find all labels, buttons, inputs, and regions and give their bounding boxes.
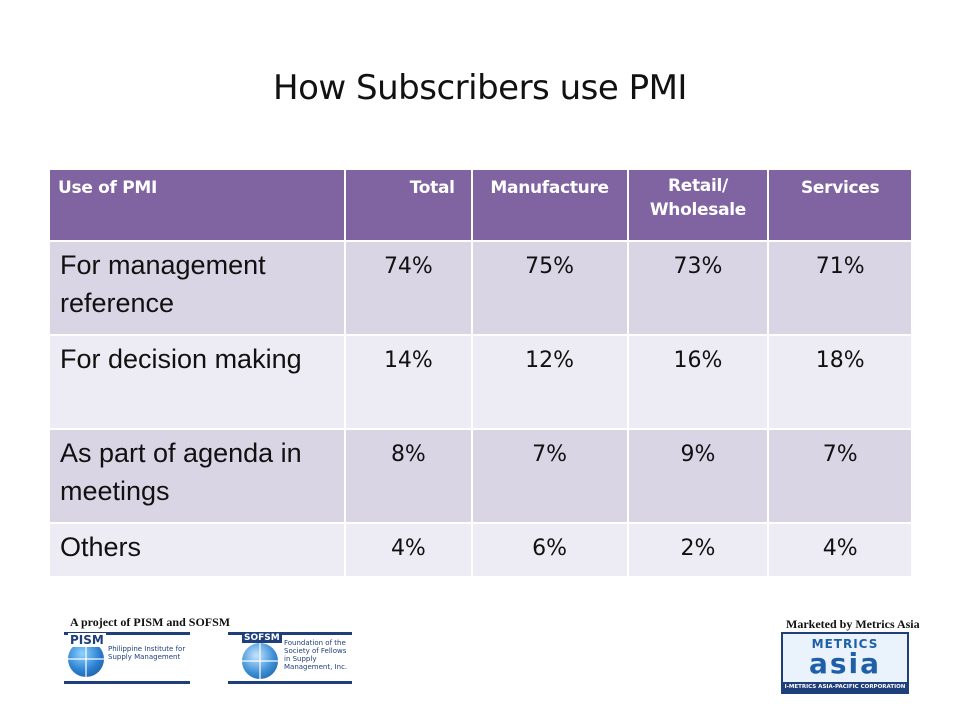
row-label: For decision making — [47, 334, 347, 430]
sofsm-logo-text: Foundation of the Society of Fellows in … — [284, 639, 348, 671]
pism-wordmark: PISM — [68, 633, 106, 647]
metrics-logo-bottom: I-METRICS ASIA-PACIFIC CORPORATION — [783, 682, 907, 692]
cell-total: 14% — [344, 334, 473, 430]
globe-icon — [242, 643, 278, 679]
cell-retail-wholesale: 2% — [626, 522, 770, 578]
header-manufacture: Manufacture — [470, 168, 629, 242]
table-header-row: Use of PMI Total Manufacture Retail/ Who… — [47, 168, 913, 242]
cell-manufacture: 75% — [470, 240, 629, 336]
cell-manufacture: 12% — [470, 334, 629, 430]
globe-icon — [68, 641, 104, 677]
table-row: Others 4% 6% 2% 4% — [47, 522, 913, 578]
header-services: Services — [767, 168, 913, 242]
row-label: As part of agenda in meetings — [47, 428, 347, 524]
cell-services: 71% — [767, 240, 913, 336]
pism-logo: PISM Philippine Institute for Supply Man… — [64, 632, 190, 684]
header-retail-wholesale: Retail/ Wholesale — [626, 168, 770, 242]
pism-logo-text: Philippine Institute for Supply Manageme… — [108, 645, 186, 661]
header-use-of-pmi: Use of PMI — [47, 168, 347, 242]
cell-total: 74% — [344, 240, 473, 336]
header-total: Total — [344, 168, 473, 242]
sofsm-logo: SOFSM Foundation of the Society of Fello… — [228, 632, 352, 684]
cell-manufacture: 6% — [470, 522, 629, 578]
table-row: For decision making 14% 12% 16% 18% — [47, 334, 913, 430]
cell-manufacture: 7% — [470, 428, 629, 524]
metrics-logo-top: METRICS — [811, 637, 879, 651]
row-label: For management reference — [47, 240, 347, 336]
table-row: For management reference 74% 75% 73% 71% — [47, 240, 913, 336]
sofsm-wordmark: SOFSM — [242, 633, 282, 643]
cell-total: 8% — [344, 428, 473, 524]
marketed-by-label: Marketed by Metrics Asia — [786, 617, 920, 631]
metrics-asia-logo: METRICS asia I-METRICS ASIA-PACIFIC CORP… — [781, 632, 909, 694]
cell-retail-wholesale: 73% — [626, 240, 770, 336]
cell-services: 18% — [767, 334, 913, 430]
cell-services: 7% — [767, 428, 913, 524]
table-row: As part of agenda in meetings 8% 7% 9% 7… — [47, 428, 913, 524]
cell-total: 4% — [344, 522, 473, 578]
cell-retail-wholesale: 16% — [626, 334, 770, 430]
cell-services: 4% — [767, 522, 913, 578]
row-label: Others — [47, 522, 347, 578]
project-label: A project of PISM and SOFSM — [70, 615, 231, 629]
pmi-usage-table: Use of PMI Total Manufacture Retail/ Who… — [47, 168, 913, 578]
cell-retail-wholesale: 9% — [626, 428, 770, 524]
metrics-logo-main: asia — [808, 647, 882, 680]
slide-title: How Subscribers use PMI — [273, 68, 687, 108]
